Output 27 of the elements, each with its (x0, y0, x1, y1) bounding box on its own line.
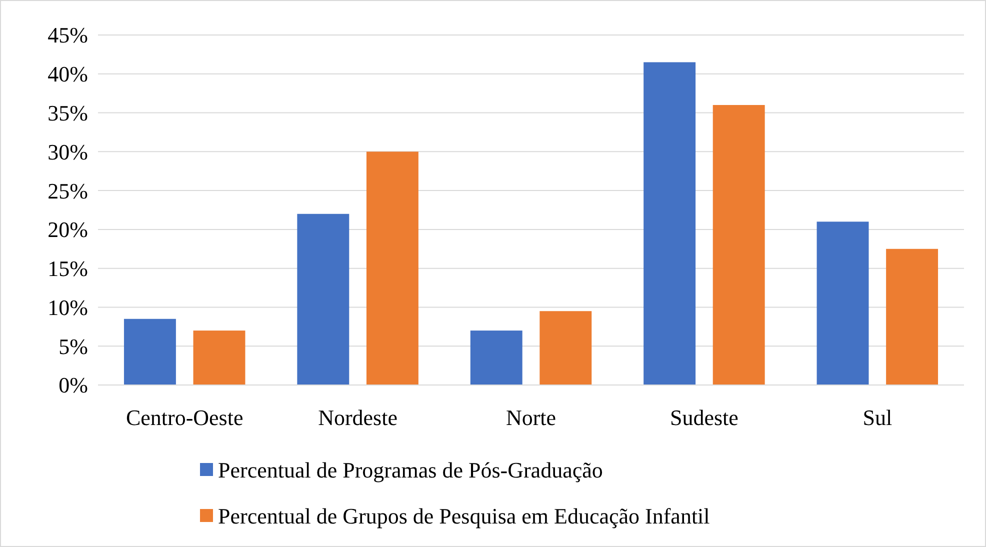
bar (816, 222, 869, 385)
y-tick-label: 5% (58, 334, 88, 359)
bar (886, 248, 938, 385)
legend-label: Percentual de Programas de Pós-Graduação (218, 458, 603, 483)
y-tick-label: 45% (48, 22, 88, 48)
x-tick-label: Centro-Oeste (126, 405, 244, 430)
bar (297, 214, 350, 385)
bar (644, 62, 696, 385)
bar (712, 105, 765, 385)
y-tick-label: 35% (48, 100, 88, 126)
y-tick-label: 40% (48, 62, 88, 87)
bar (470, 330, 522, 385)
bar (366, 152, 418, 385)
y-tick-label: 20% (48, 217, 88, 242)
x-tick-label: Sudeste (670, 405, 738, 430)
x-tick-label: Sul (862, 405, 892, 430)
bar (124, 318, 176, 385)
x-tick-label: Norte (506, 405, 556, 430)
bar (193, 330, 246, 385)
y-tick-label: 15% (48, 256, 88, 282)
y-tick-label: 30% (48, 139, 88, 164)
y-tick-label: 10% (48, 294, 88, 320)
legend-label: Percentual de Grupos de Pesquisa em Educação Infantil (218, 504, 710, 529)
y-tick-label: 0% (58, 372, 88, 398)
bar (540, 311, 592, 385)
x-tick-label: Nordeste (318, 405, 398, 430)
y-tick-label: 25% (48, 178, 88, 204)
